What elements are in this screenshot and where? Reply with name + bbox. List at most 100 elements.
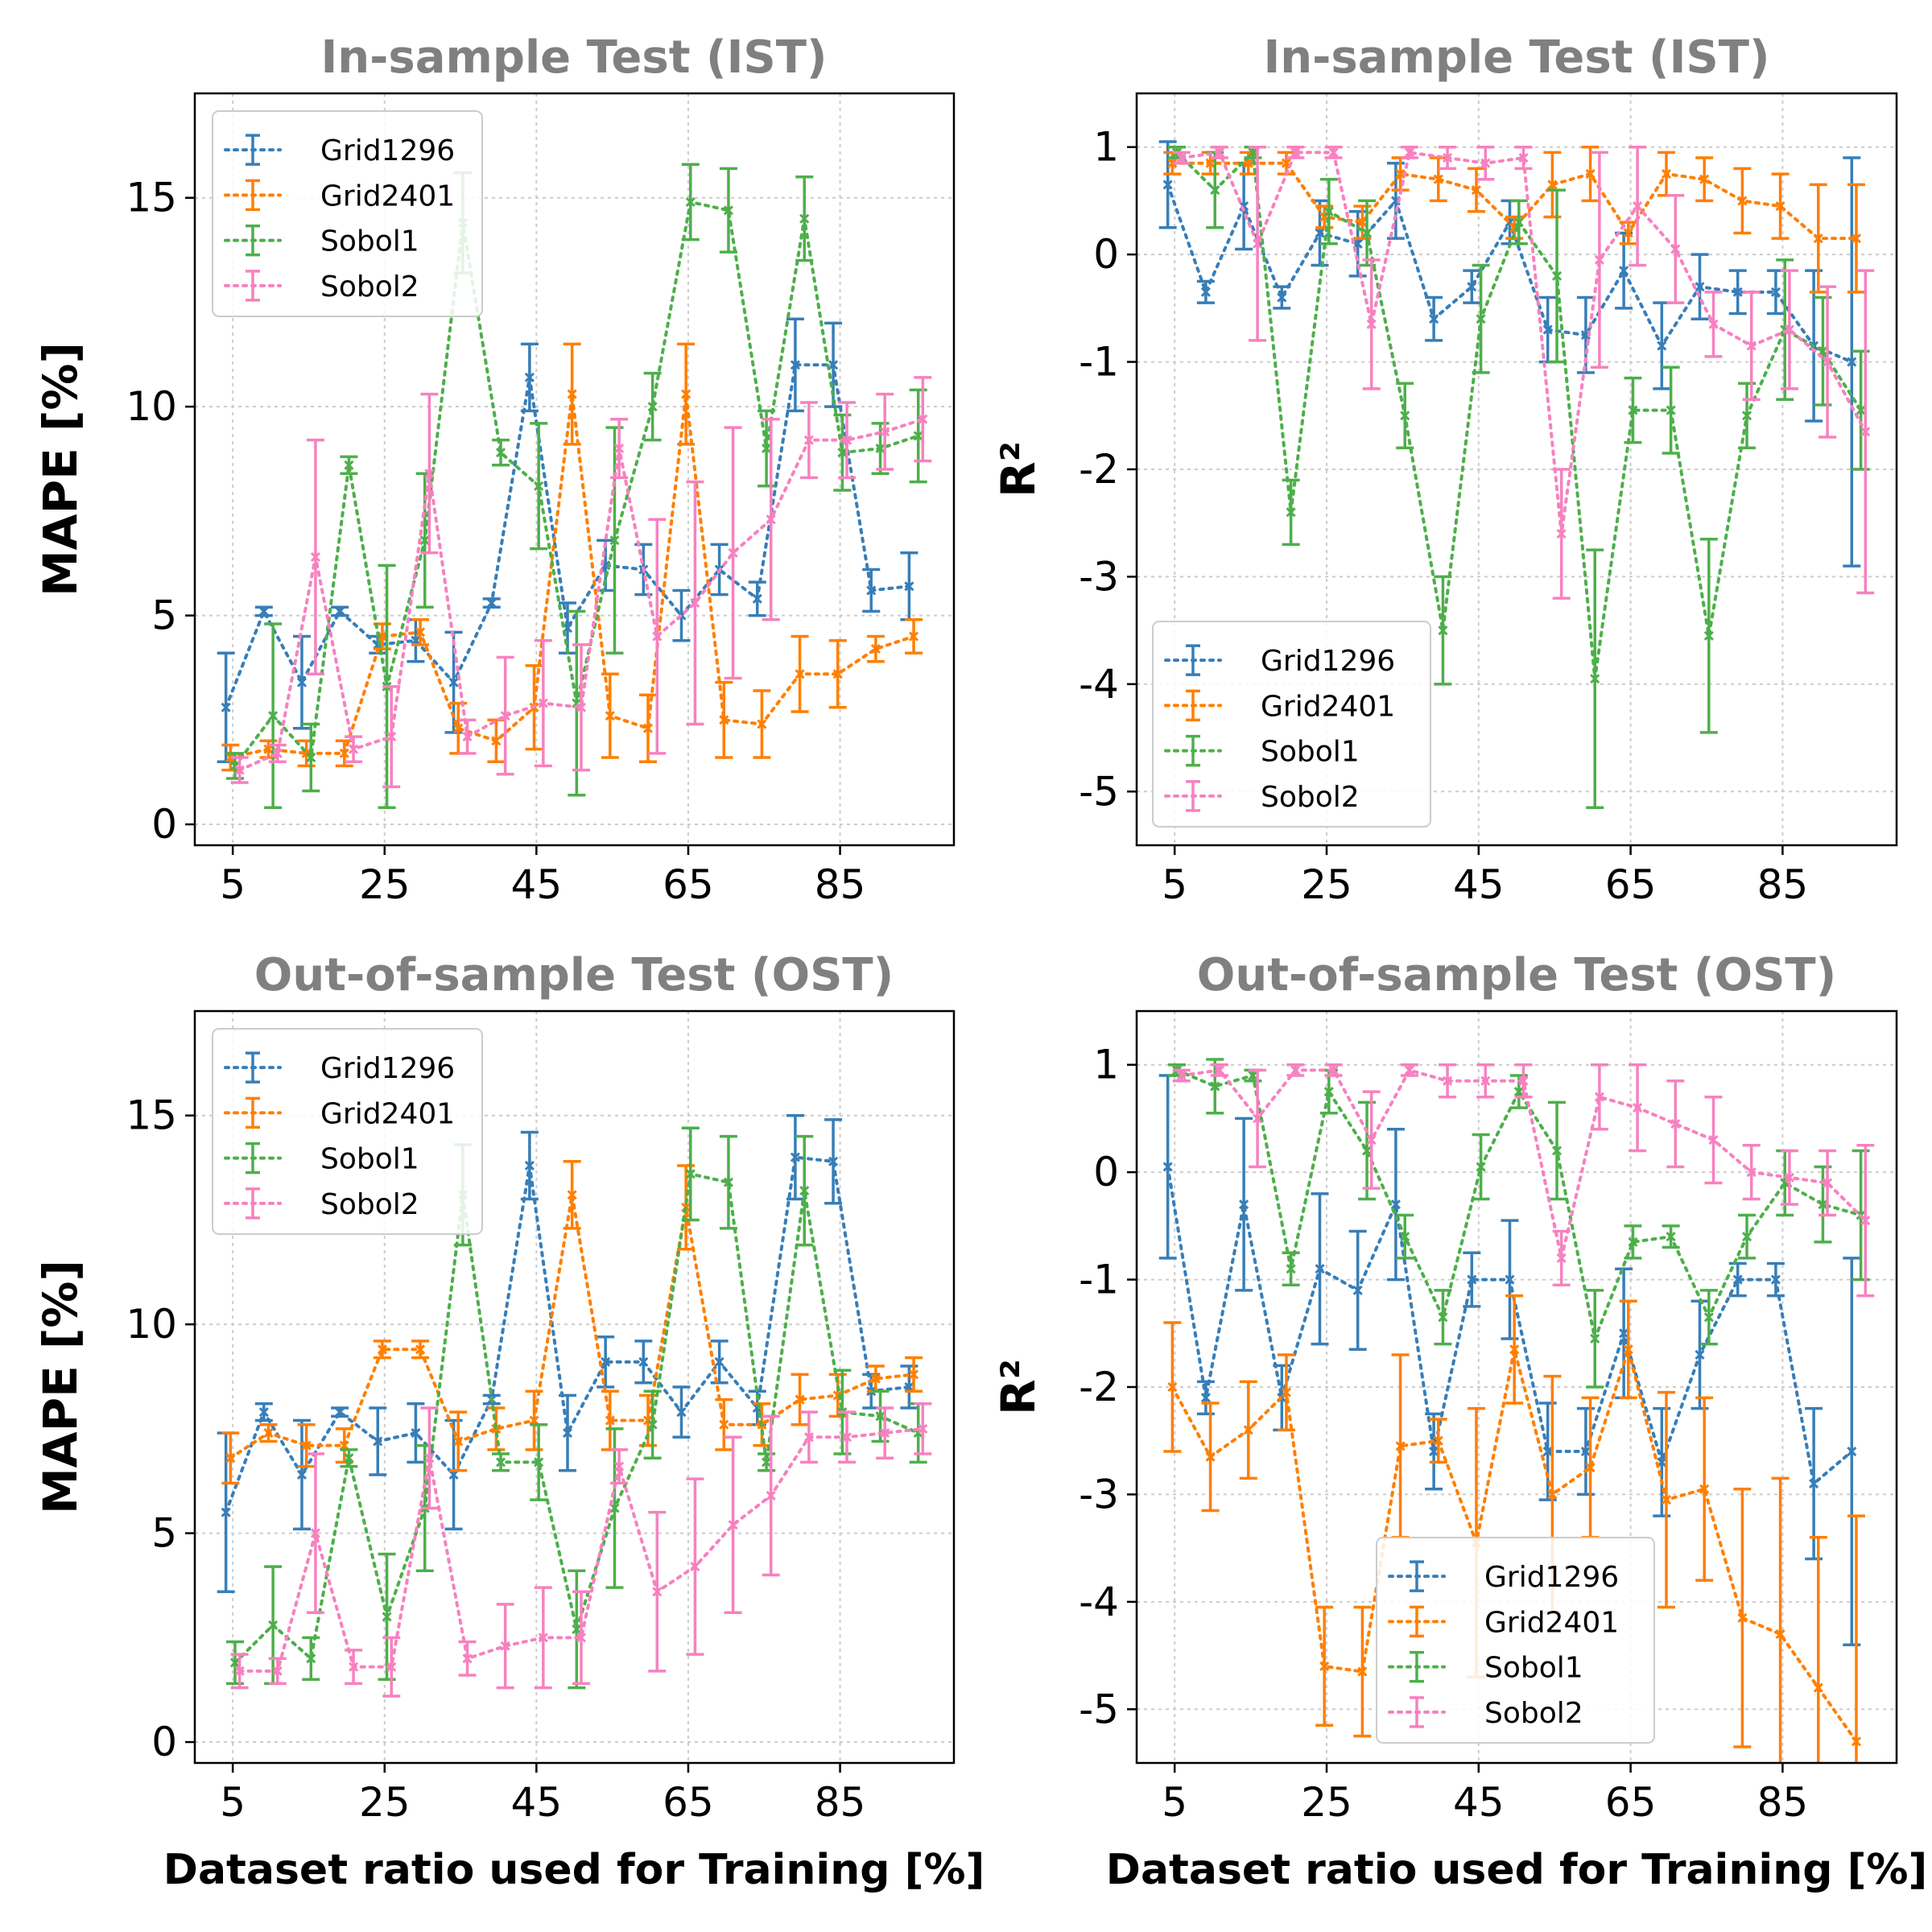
data-point bbox=[870, 1373, 881, 1384]
data-point bbox=[1666, 1232, 1676, 1242]
data-point bbox=[1323, 206, 1334, 217]
data-point bbox=[562, 1428, 573, 1439]
legend-box bbox=[1152, 621, 1431, 828]
data-point bbox=[1404, 147, 1414, 158]
data-point bbox=[344, 1453, 354, 1463]
data-point bbox=[1471, 185, 1482, 196]
data-point bbox=[1277, 292, 1287, 303]
series-sobol2 bbox=[1172, 1063, 1875, 1298]
data-point bbox=[1361, 1146, 1373, 1156]
data-point bbox=[1851, 1736, 1862, 1747]
data-point bbox=[1741, 1232, 1752, 1242]
legend-box bbox=[212, 110, 483, 317]
data-point bbox=[1619, 266, 1629, 276]
tick-layer: 5 25 45 65 85 1 0 -1 -2 -3 -4 -5 bbox=[1079, 1042, 1808, 1826]
data-point bbox=[918, 414, 928, 424]
y-tick-label: -1 bbox=[1079, 1257, 1119, 1303]
data-point bbox=[647, 402, 658, 412]
data-point bbox=[1286, 507, 1296, 518]
data-point bbox=[415, 1344, 426, 1355]
data-point bbox=[310, 551, 320, 563]
series-sobol2 bbox=[230, 376, 932, 789]
legend-item: Sobol1 bbox=[1388, 1650, 1583, 1685]
data-point bbox=[614, 1461, 625, 1472]
series-line bbox=[1175, 1068, 1863, 1344]
data-point bbox=[1248, 1070, 1258, 1081]
data-point bbox=[1315, 1264, 1325, 1274]
legend-label: Grid1296 bbox=[1261, 645, 1395, 678]
series-grid2401 bbox=[1163, 1294, 1865, 1763]
y-tick-label: -5 bbox=[1079, 768, 1119, 815]
data-point bbox=[1239, 201, 1249, 212]
series-grid2401 bbox=[1163, 145, 1865, 294]
data-point bbox=[790, 1152, 800, 1162]
data-point bbox=[605, 711, 615, 721]
x-tick-label: 65 bbox=[1605, 1779, 1657, 1826]
data-point bbox=[652, 1587, 663, 1597]
data-point bbox=[1703, 630, 1714, 641]
data-point bbox=[799, 213, 810, 224]
data-point bbox=[1438, 1312, 1448, 1323]
y-tick-label: -1 bbox=[1079, 339, 1119, 386]
data-point bbox=[1542, 324, 1553, 335]
data-point bbox=[1518, 1075, 1529, 1086]
data-point bbox=[1162, 180, 1173, 190]
data-point bbox=[258, 1407, 269, 1418]
data-point bbox=[1366, 319, 1377, 329]
data-point bbox=[411, 1428, 421, 1439]
legend-box bbox=[1376, 1537, 1655, 1744]
series-grid1296 bbox=[217, 317, 919, 763]
data-point bbox=[1623, 228, 1633, 238]
data-point bbox=[491, 736, 502, 746]
y-tick-label: 0 bbox=[1093, 231, 1119, 278]
data-point bbox=[1775, 201, 1785, 212]
data-point bbox=[875, 443, 886, 454]
legend-label: Sobol1 bbox=[320, 225, 419, 258]
data-point bbox=[529, 1415, 539, 1426]
data-point bbox=[1594, 254, 1604, 265]
data-point bbox=[1210, 1081, 1220, 1092]
data-point bbox=[803, 435, 814, 445]
data-point bbox=[790, 360, 800, 370]
data-point bbox=[880, 427, 890, 437]
data-point bbox=[1784, 1172, 1794, 1183]
legend-item: Sobol2 bbox=[224, 270, 419, 303]
y-tick-label: -4 bbox=[1079, 1579, 1119, 1625]
data-point bbox=[1732, 287, 1743, 297]
legend-label: Grid2401 bbox=[320, 1097, 455, 1130]
y-tick-label: 15 bbox=[126, 175, 177, 221]
y-axis-label: R² bbox=[991, 441, 1046, 497]
data-point bbox=[419, 535, 430, 546]
data-point bbox=[1661, 169, 1672, 180]
y-tick-label: -5 bbox=[1079, 1686, 1119, 1732]
legend-label: Sobol2 bbox=[320, 1188, 419, 1221]
x-tick-label: 25 bbox=[359, 1779, 411, 1826]
x-tick-label: 65 bbox=[1605, 861, 1657, 908]
data-point bbox=[1732, 1274, 1743, 1285]
legend-item: Grid1296 bbox=[224, 134, 455, 167]
data-point bbox=[690, 597, 700, 609]
data-point bbox=[538, 698, 548, 708]
data-point bbox=[880, 1428, 890, 1439]
data-point bbox=[221, 702, 231, 712]
data-point bbox=[1556, 1253, 1567, 1263]
data-point bbox=[1480, 1075, 1491, 1086]
data-point bbox=[448, 677, 459, 687]
data-point bbox=[373, 1436, 383, 1447]
legend-label: Sobol1 bbox=[1261, 736, 1360, 769]
data-point bbox=[676, 1407, 687, 1418]
data-point bbox=[795, 1394, 805, 1405]
legend-item: Sobol2 bbox=[1388, 1696, 1583, 1730]
data-point bbox=[1703, 1312, 1714, 1323]
legend-label: Grid1296 bbox=[320, 1052, 455, 1085]
panel-ist-r2: 5 25 45 65 85 1 0 -1 -2 -3 -4 -5 Grid1296 Grid2401 So… bbox=[991, 31, 1898, 908]
data-point bbox=[1239, 1199, 1249, 1210]
data-point bbox=[339, 748, 349, 758]
data-point bbox=[306, 1653, 316, 1664]
data-point bbox=[1784, 324, 1794, 335]
data-point bbox=[424, 469, 435, 479]
data-point bbox=[377, 631, 387, 642]
legend: Grid1296 Grid2401 Sobol1 Sobol2 bbox=[1152, 621, 1431, 828]
